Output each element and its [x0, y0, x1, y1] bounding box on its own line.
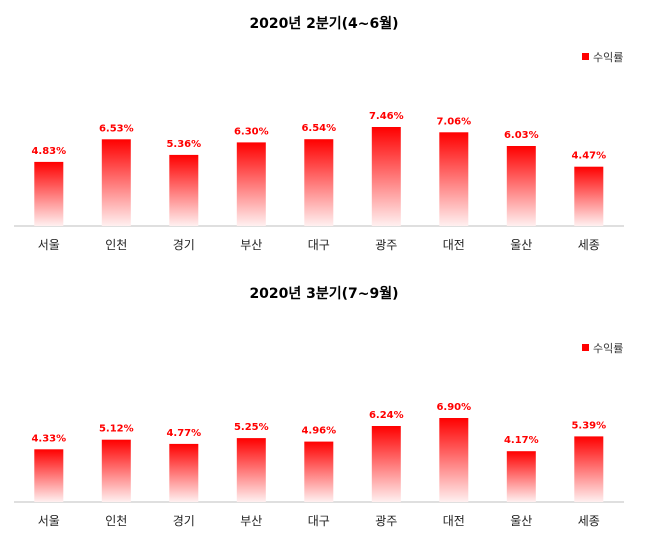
value-label-sejong: 4.47% [571, 151, 606, 162]
value-label-daejeon: 7.06% [436, 116, 471, 127]
bar-busan [236, 438, 266, 502]
category-label-ulsan: 울산 [510, 514, 532, 528]
category-label-busan: 부산 [240, 514, 262, 528]
category-label-daegu: 대구 [308, 514, 330, 528]
category-label-gyeonggi: 경기 [173, 238, 195, 252]
chart-q3-svg: 2020년 3분기(7~9월) 수익률 4.33% 서울 5.12% 인천 4.77% 경… [14, 285, 624, 528]
value-label-ulsan: 4.17% [504, 435, 539, 446]
chart-title: 2020년 2분기(4~6월) [249, 15, 398, 32]
chart-q2-2020: 2020년 2분기(4~6월) 수익률 4.83% 서울 6.53% 인천 5.36% 경… [14, 15, 624, 252]
value-label-incheon: 5.12% [99, 424, 134, 435]
value-label-sejong: 5.39% [571, 420, 606, 431]
bar-ulsan [506, 146, 536, 226]
value-label-gyeonggi: 4.77% [166, 428, 201, 439]
bar-sejong [574, 166, 604, 226]
chart-q2-svg: 2020년 2분기(4~6월) 수익률 4.83% 서울 6.53% 인천 5.36% 경… [14, 15, 624, 252]
bar-seoul [34, 449, 64, 502]
legend-label: 수익률 [593, 51, 623, 64]
value-label-busan: 6.30% [234, 126, 269, 137]
value-label-daegu: 4.96% [301, 426, 336, 437]
bar-incheon [101, 139, 131, 226]
category-label-seoul: 서울 [38, 514, 60, 528]
value-label-gwangju: 6.24% [369, 410, 404, 421]
bar-ulsan [506, 451, 536, 502]
category-label-gwangju: 광주 [375, 238, 397, 252]
bar-gyeonggi [169, 154, 199, 226]
bar-seoul [34, 161, 64, 226]
bar-daegu [304, 139, 334, 226]
legend-swatch [582, 344, 589, 351]
bar-gwangju [371, 127, 401, 226]
chart-q3-2020: 2020년 3분기(7~9월) 수익률 4.33% 서울 5.12% 인천 4.77% 경… [0, 276, 648, 552]
chart-title: 2020년 3분기(7~9월) [249, 285, 398, 302]
legend-swatch [582, 53, 589, 60]
category-label-incheon: 인천 [105, 513, 127, 528]
category-label-gwangju: 광주 [375, 514, 397, 528]
category-label-sejong: 세종 [578, 238, 600, 252]
value-label-seoul: 4.33% [31, 433, 66, 444]
category-label-incheon: 인천 [105, 237, 127, 252]
category-label-gyeonggi: 경기 [173, 514, 195, 528]
value-label-gwangju: 7.46% [369, 111, 404, 122]
value-label-incheon: 6.53% [99, 123, 134, 134]
value-label-busan: 5.25% [234, 422, 269, 433]
bar-incheon [101, 439, 131, 502]
category-label-busan: 부산 [240, 238, 262, 252]
bar-daejeon [439, 132, 469, 226]
category-label-daegu: 대구 [308, 238, 330, 252]
bar-gyeonggi [169, 443, 199, 502]
value-label-seoul: 4.83% [31, 146, 66, 157]
bar-sejong [574, 436, 604, 502]
category-label-daejeon: 대전 [443, 514, 465, 528]
bars: 4.83% 서울 6.53% 인천 5.36% 경기 6.30% 부산 6.54% 대구 7.46%… [31, 111, 606, 252]
bar-daegu [304, 441, 334, 502]
bar-daejeon [439, 418, 469, 502]
bar-busan [236, 142, 266, 226]
value-label-gyeonggi: 5.36% [166, 139, 201, 150]
bar-gwangju [371, 426, 401, 502]
bars: 4.33% 서울 5.12% 인천 4.77% 경기 5.25% 부산 4.96% 대구 6.24%… [31, 402, 606, 528]
category-label-sejong: 세종 [578, 514, 600, 528]
value-label-daejeon: 6.90% [436, 402, 471, 413]
category-label-daejeon: 대전 [443, 238, 465, 252]
value-label-daegu: 6.54% [301, 123, 336, 134]
category-label-ulsan: 울산 [510, 238, 532, 252]
legend-label: 수익률 [593, 342, 623, 355]
value-label-ulsan: 6.03% [504, 130, 539, 141]
category-label-seoul: 서울 [38, 238, 60, 252]
